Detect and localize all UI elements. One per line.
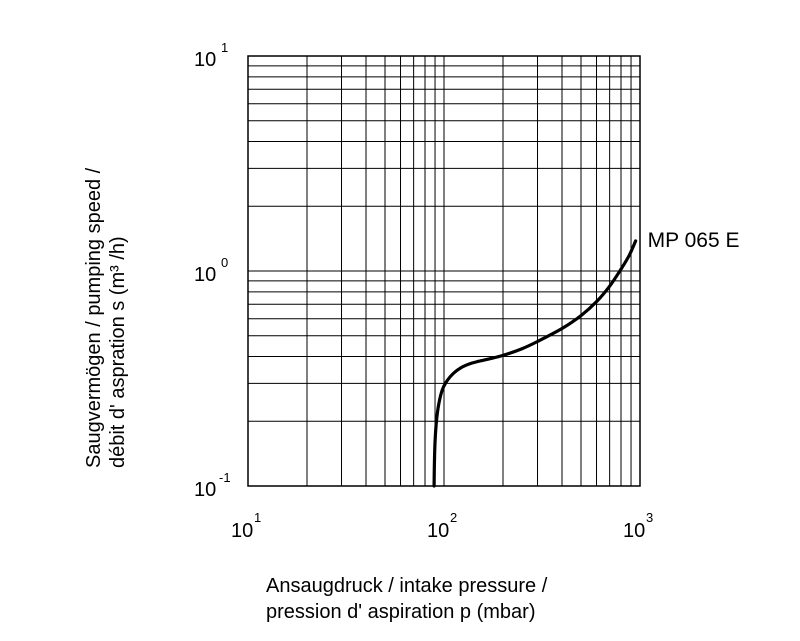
y-tick-exponent: 0 — [221, 255, 228, 270]
y-tick-exponent: -1 — [219, 470, 231, 485]
y-tick-label: 10 — [194, 49, 216, 71]
series-labels: MP 065 E — [648, 229, 740, 252]
x-tick-exponent: 3 — [646, 510, 653, 525]
x-tick-label: 10 — [231, 520, 253, 542]
x-axis-title-line-2: pression d' aspiration p (mbar) — [266, 601, 536, 623]
y-axis-title-line-2: débit d' aspration s (m³ /h) — [107, 236, 129, 468]
plot-frame — [247, 55, 641, 487]
x-tick-label: 10 — [623, 520, 645, 542]
series-line-mp-065-e — [432, 239, 638, 488]
y-tick-label: 10 — [194, 264, 216, 286]
grid — [247, 56, 640, 487]
series-label-mp-065-e: MP 065 E — [648, 229, 740, 252]
x-axis-title-line-1: Ansaugdruck / intake pressure / — [266, 575, 548, 597]
x-tick-label: 10 — [427, 520, 449, 542]
y-axis-title-line-1: Saugvermögen / pumping speed / — [83, 167, 105, 468]
y-tick-label: 10 — [194, 479, 216, 501]
y-tick-exponent: 1 — [221, 40, 228, 55]
x-tick-exponent: 2 — [450, 510, 457, 525]
x-tick-exponent: 1 — [254, 510, 261, 525]
